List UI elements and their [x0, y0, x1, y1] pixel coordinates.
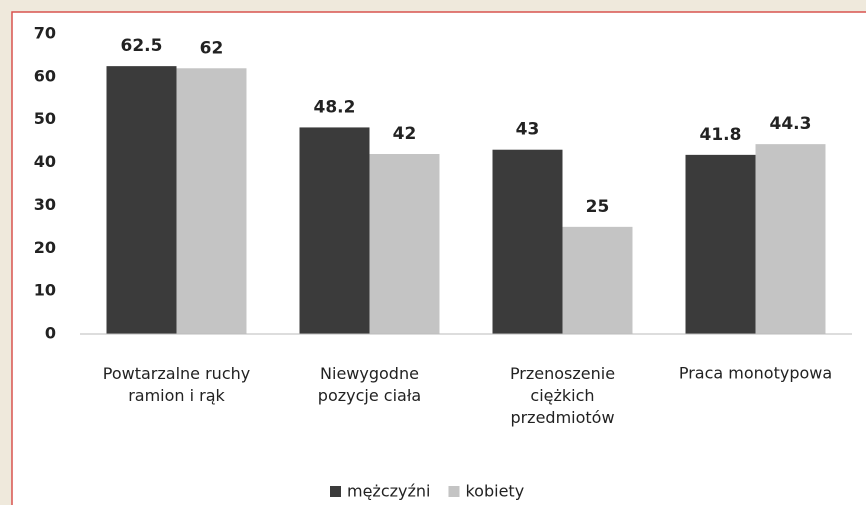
x-tick-label: Niewygodne pozycje ciała	[318, 364, 421, 405]
x-tick-label: Przenoszenie ciężkich przedmiotów	[510, 364, 615, 427]
value-label: 62.5	[121, 36, 163, 56]
legend-label: kobiety	[465, 482, 524, 501]
y-tick-label: 70	[34, 24, 56, 43]
value-label: 42	[393, 124, 417, 144]
y-tick-label: 40	[34, 152, 56, 171]
value-label: 62	[200, 38, 224, 58]
legend-swatch	[448, 486, 460, 497]
value-label: 44.3	[770, 114, 812, 134]
y-tick-label: 60	[34, 66, 56, 85]
legend-label: mężczyźni	[347, 482, 430, 501]
x-tick-label: Powtarzalne ruchy ramion i rąk	[103, 364, 250, 405]
y-tick-label: 30	[34, 195, 56, 214]
y-tick-label: 50	[34, 109, 56, 128]
y-tick-label: 20	[34, 238, 56, 257]
value-label: 41.8	[700, 125, 742, 145]
legend-swatch	[330, 486, 341, 497]
value-label: 43	[516, 120, 540, 140]
bar	[369, 154, 440, 334]
value-label: 48.2	[314, 97, 356, 117]
bar	[106, 66, 177, 335]
bar	[562, 226, 633, 334]
bar	[492, 149, 563, 334]
bar	[685, 154, 756, 334]
x-tick-label: Praca monotypowa	[679, 364, 832, 383]
bar	[299, 127, 370, 334]
bar	[176, 68, 247, 335]
y-tick-label: 0	[45, 324, 56, 343]
bar	[755, 144, 826, 334]
value-label: 25	[586, 197, 610, 217]
y-tick-label: 10	[34, 281, 56, 300]
